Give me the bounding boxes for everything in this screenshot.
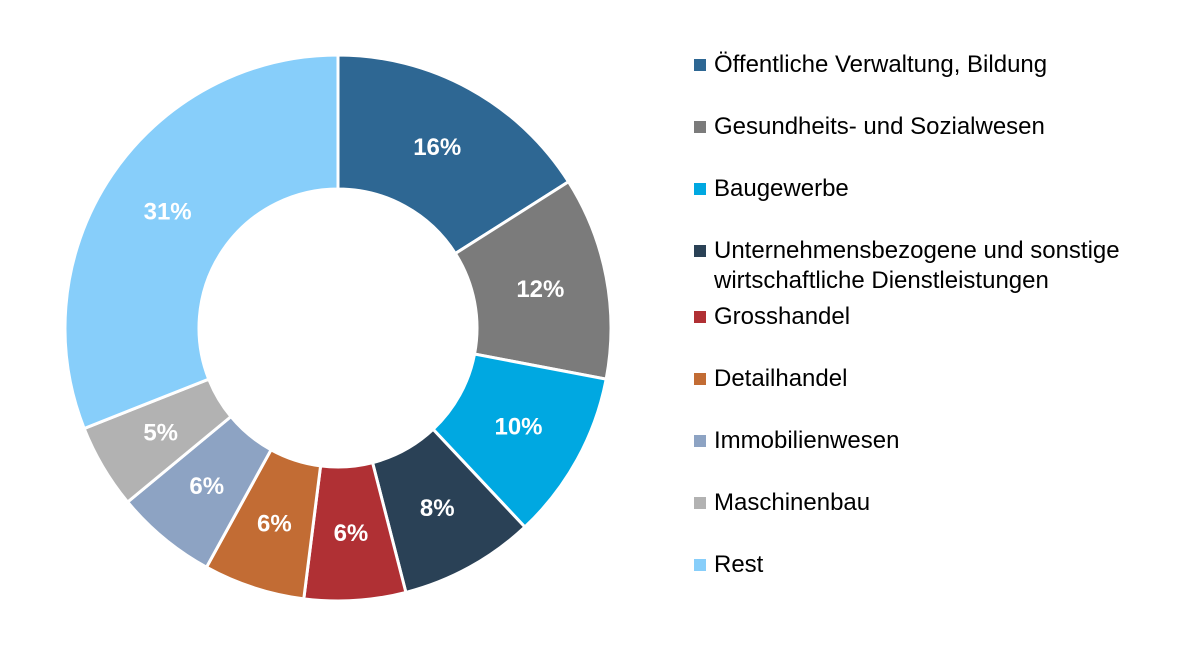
slice-data-label-7: 5% xyxy=(143,419,178,446)
legend-swatch xyxy=(694,59,706,71)
legend-label: Maschinenbau xyxy=(714,489,871,516)
legend-label: Gesundheits- und Sozialwesen xyxy=(714,113,1045,140)
legend-item-7: Maschinenbau xyxy=(694,488,1184,518)
donut-slice-0 xyxy=(336,53,571,256)
slice-data-label-5: 6% xyxy=(257,510,292,537)
legend-swatch xyxy=(694,183,706,195)
legend-label: Grosshandel xyxy=(714,303,851,330)
legend-item-8: Rest xyxy=(694,550,1184,580)
legend-item-1: Gesundheits- und Sozialwesen xyxy=(694,112,1184,142)
legend-label: Immobilienwesen xyxy=(714,427,900,454)
slice-data-label-2: 10% xyxy=(494,414,542,441)
legend-label: Baugewerbe xyxy=(714,175,849,202)
slice-data-label-8: 31% xyxy=(144,199,192,226)
legend-swatch xyxy=(694,559,706,571)
donut-chart: 16% 12% 10% 8% 6% 6% 6% 5% 31% xyxy=(63,53,613,603)
slice-data-label-6: 6% xyxy=(189,473,224,500)
legend-item-3: Unternehmensbezogene und sonstige wirtsc… xyxy=(694,236,1184,296)
legend-item-5: Detailhandel xyxy=(694,364,1184,394)
slice-data-label-3: 8% xyxy=(420,495,455,522)
legend-label: Unternehmensbezogene und sonstige wirtsc… xyxy=(714,237,1120,294)
legend-swatch xyxy=(694,121,706,133)
legend-label: Detailhandel xyxy=(714,365,848,392)
legend-swatch xyxy=(694,497,706,509)
legend-item-6: Immobilienwesen xyxy=(694,426,1184,456)
slice-data-label-4: 6% xyxy=(334,520,369,547)
legend-label: Rest xyxy=(714,551,764,578)
legend-item-2: Baugewerbe xyxy=(694,174,1184,204)
legend-item-4: Grosshandel xyxy=(694,302,1184,332)
legend-swatch xyxy=(694,311,706,323)
legend-item-0: Öffentliche Verwaltung, Bildung xyxy=(694,50,1184,80)
slice-data-label-0: 16% xyxy=(413,134,461,161)
slice-data-label-1: 12% xyxy=(516,276,564,303)
legend-label: Öffentliche Verwaltung, Bildung xyxy=(714,51,1048,78)
donut-slice-8 xyxy=(63,53,340,431)
legend-swatch xyxy=(694,245,706,257)
legend-swatch xyxy=(694,435,706,447)
legend-swatch xyxy=(694,373,706,385)
